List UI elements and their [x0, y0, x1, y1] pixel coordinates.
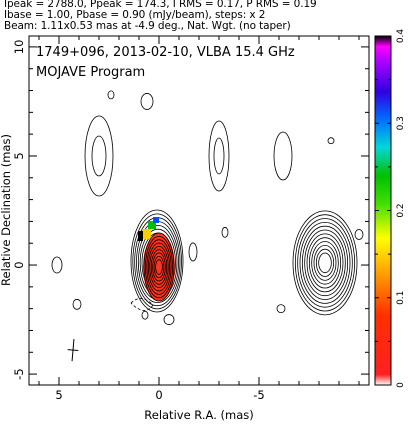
extended-emission-contour	[51, 256, 63, 274]
chart-subtitle: MOJAVE Program	[36, 65, 145, 80]
extended-emission-contour	[276, 304, 286, 314]
core-inner-contour	[153, 255, 165, 279]
extended-emission-contour	[107, 90, 115, 100]
chart-title: 1749+096, 2013-02-10, VLBA 15.4 GHz	[36, 45, 295, 60]
core-inner-contour	[145, 235, 173, 299]
extended-emission-contour	[72, 298, 82, 310]
extended-emission-contour	[221, 226, 229, 238]
y-tick-label: 0	[12, 261, 26, 268]
x-tick-label: -5	[253, 388, 264, 402]
y-tick-label: 5	[12, 152, 26, 159]
core-inner-contour	[155, 259, 163, 275]
core-contour	[132, 213, 182, 310]
colorbar-tick-label: 0.3	[396, 116, 406, 130]
west-component-contour	[299, 221, 351, 304]
y-axis-label: Relative Declination (mas)	[0, 134, 13, 286]
west-component-contour	[313, 244, 337, 281]
west-component-contour	[315, 248, 335, 277]
extended-emission-contour	[84, 115, 114, 197]
core-inner-contour	[149, 245, 169, 289]
extended-emission-contour	[140, 93, 154, 110]
extended-emission-contour	[91, 135, 107, 177]
core-inner-contour	[146, 239, 172, 295]
west-component-contour	[304, 229, 346, 297]
y-tick-label: 10	[12, 40, 26, 55]
core-polarization-fill	[143, 233, 175, 302]
polarization-patch	[138, 231, 143, 242]
header-line-3: Beam: 1.11x0.53 mas at -4.9 deg., Nat. W…	[4, 20, 291, 32]
colorbar-ticks: 0 0.1 0.2 0.3 0.4	[375, 29, 406, 388]
extended-emission-contour	[327, 137, 335, 145]
colorbar-tick-label: 0	[396, 382, 406, 388]
x-tick-label: 5	[55, 388, 62, 402]
x-tick-label: 0	[155, 388, 162, 402]
polarization-patch	[142, 229, 151, 240]
contour-layer	[51, 90, 364, 362]
beam-minor-axis	[67, 349, 79, 352]
polarization-patch	[153, 217, 159, 224]
west-component-contour	[318, 252, 332, 274]
header-line-2: Ibase = 1.00, Pbase = 0.90 (mJy/beam), s…	[4, 9, 266, 21]
extended-emission-contour	[188, 242, 198, 262]
axis-ticks	[29, 36, 369, 385]
west-component-contour	[294, 214, 356, 312]
axis-tick-labels: 5 0 -5 -5 0 5 10	[12, 40, 265, 402]
west-component-contour	[292, 210, 358, 316]
west-component-contour	[308, 237, 342, 289]
extended-emission-contour	[208, 120, 230, 192]
core-inner-contour	[150, 249, 168, 285]
west-component-contour	[301, 225, 349, 300]
colorbar-tick-label: 0.2	[396, 203, 406, 217]
polarization-patch	[148, 221, 156, 230]
negative-contour	[130, 298, 154, 311]
colorbar-tick-label: 0.4	[396, 29, 406, 44]
west-component-contour	[306, 233, 344, 293]
west-component-contour	[311, 241, 339, 285]
y-tick-label: -5	[12, 368, 26, 379]
extended-emission-contour	[141, 310, 149, 320]
extended-emission-contour	[213, 137, 225, 175]
core-inner-contour	[152, 252, 166, 282]
west-component-contour	[297, 218, 353, 308]
plot-frame	[28, 35, 370, 386]
extended-emission-contour	[354, 229, 364, 240]
extended-emission-contour	[273, 131, 293, 181]
core-contour	[130, 209, 184, 313]
x-axis-label: Relative R.A. (mas)	[144, 408, 253, 422]
colorbar-tick-label: 0.1	[396, 291, 406, 305]
core-inner-contour	[143, 232, 175, 302]
core-inner-contour	[147, 242, 171, 292]
extended-emission-contour	[163, 314, 175, 325]
header-line-1: Ipeak = 2788.0, Ppeak = 174.3, I RMS = 0…	[4, 0, 317, 10]
